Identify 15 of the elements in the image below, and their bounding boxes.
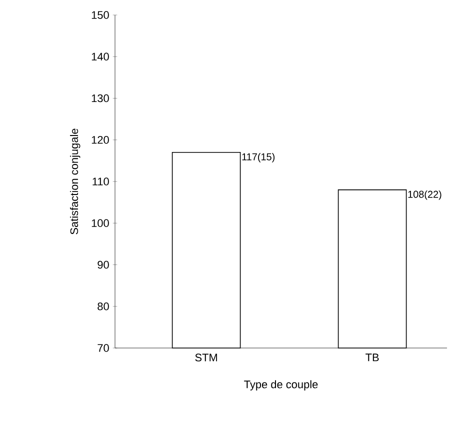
x-tick-label: TB (366, 354, 379, 362)
y-axis-title: Satisfaction conjugale (70, 128, 80, 234)
annotation: 117(15) (242, 153, 275, 162)
annotation: 108(22) (408, 190, 442, 200)
x-axis-title: Type de couple (244, 380, 318, 390)
y-tick-label: 80 (98, 302, 109, 310)
y-tick-label: 70 (98, 344, 109, 352)
y-tick-label: 150 (92, 11, 109, 19)
y-tick-label: 110 (92, 178, 109, 186)
y-tick-label: 130 (92, 94, 109, 102)
y-tick-label: 140 (92, 52, 109, 61)
y-tick-label: 120 (92, 136, 109, 144)
y-tick-label: 90 (98, 260, 109, 269)
x-tick-label: STM (195, 354, 217, 362)
y-tick-label: 100 (92, 219, 109, 228)
